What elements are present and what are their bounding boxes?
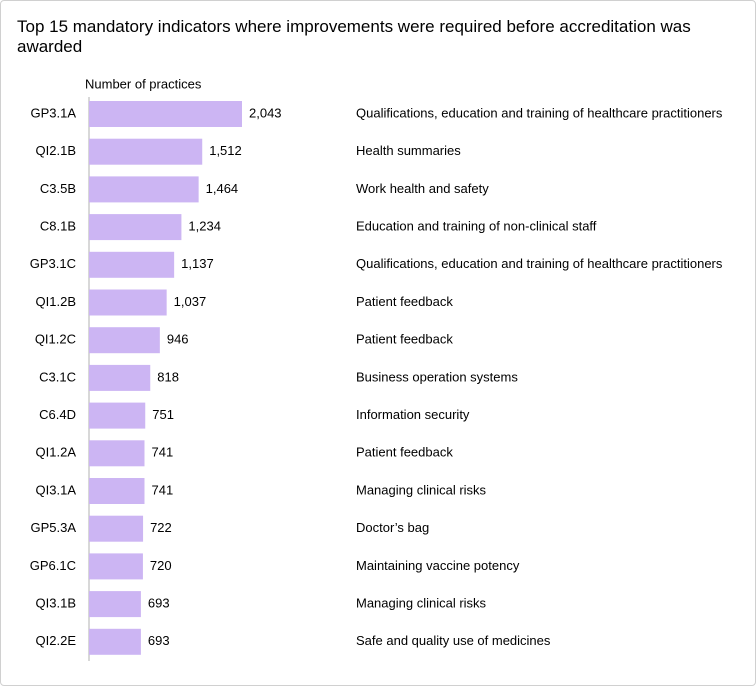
bar [89,591,141,618]
description-label: Business operation systems [356,369,518,384]
bar [89,176,199,203]
description-label: Safe and quality use of medicines [356,633,551,648]
category-label: C8.1B [40,219,76,234]
category-label: GP6.1C [30,558,76,573]
description-label: Managing clinical risks [356,596,487,611]
value-label: 751 [152,407,174,422]
bar [89,327,160,354]
category-label: QI1.2B [36,294,76,309]
value-label: 818 [157,369,179,384]
description-label: Work health and safety [356,181,489,196]
bar [89,515,144,542]
bar [89,402,146,429]
category-label: QI1.2A [36,445,77,460]
description-label: Health summaries [356,143,461,158]
description-label: Patient feedback [356,294,453,309]
value-label: 693 [148,596,170,611]
bar [89,478,145,504]
chart-title: Top 15 mandatory indicators where improv… [17,17,691,56]
bar [89,364,151,391]
category-label: GP3.1A [30,105,76,120]
category-label: C3.5B [40,181,76,196]
category-label: GP3.1C [30,256,76,271]
value-label: 1,512 [209,143,242,158]
value-label: 741 [151,445,173,460]
description-label: Doctor’s bag [356,520,429,535]
category-label: C6.4D [39,407,76,422]
value-label: 722 [150,520,172,535]
value-label: 693 [148,633,170,648]
value-label: 1,037 [174,294,207,309]
description-label: Qualifications, education and training o… [356,256,723,271]
description-label: Maintaining vaccine potency [356,558,520,573]
description-label: Patient feedback [356,332,453,347]
description-label: Information security [356,407,470,422]
value-label: 720 [150,558,172,573]
value-label: 1,464 [206,181,239,196]
description-label: Managing clinical risks [356,482,487,497]
category-label: QI3.1B [36,596,76,611]
bar [89,440,145,467]
bar [89,628,141,655]
category-label: QI2.2E [36,633,77,648]
description-label: Education and training of non-clinical s… [356,219,597,234]
value-label: 1,137 [181,256,214,271]
bar [89,214,182,241]
bar [89,138,203,165]
value-label: 2,043 [249,105,282,120]
axis-label: Number of practices [85,76,202,91]
bar [89,289,167,316]
category-label: C3.1C [39,369,76,384]
category-label: QI1.2C [35,332,76,347]
value-label: 946 [167,332,189,347]
bar [89,553,143,580]
category-label: QI2.1B [36,143,76,158]
description-label: Patient feedback [356,445,453,460]
bar [89,101,242,127]
category-label: GP5.3A [30,520,76,535]
description-label: Qualifications, education and training o… [356,105,723,120]
category-label: QI3.1A [36,482,77,497]
value-label: 1,234 [188,219,221,234]
value-label: 741 [151,482,173,497]
bar [89,251,175,278]
